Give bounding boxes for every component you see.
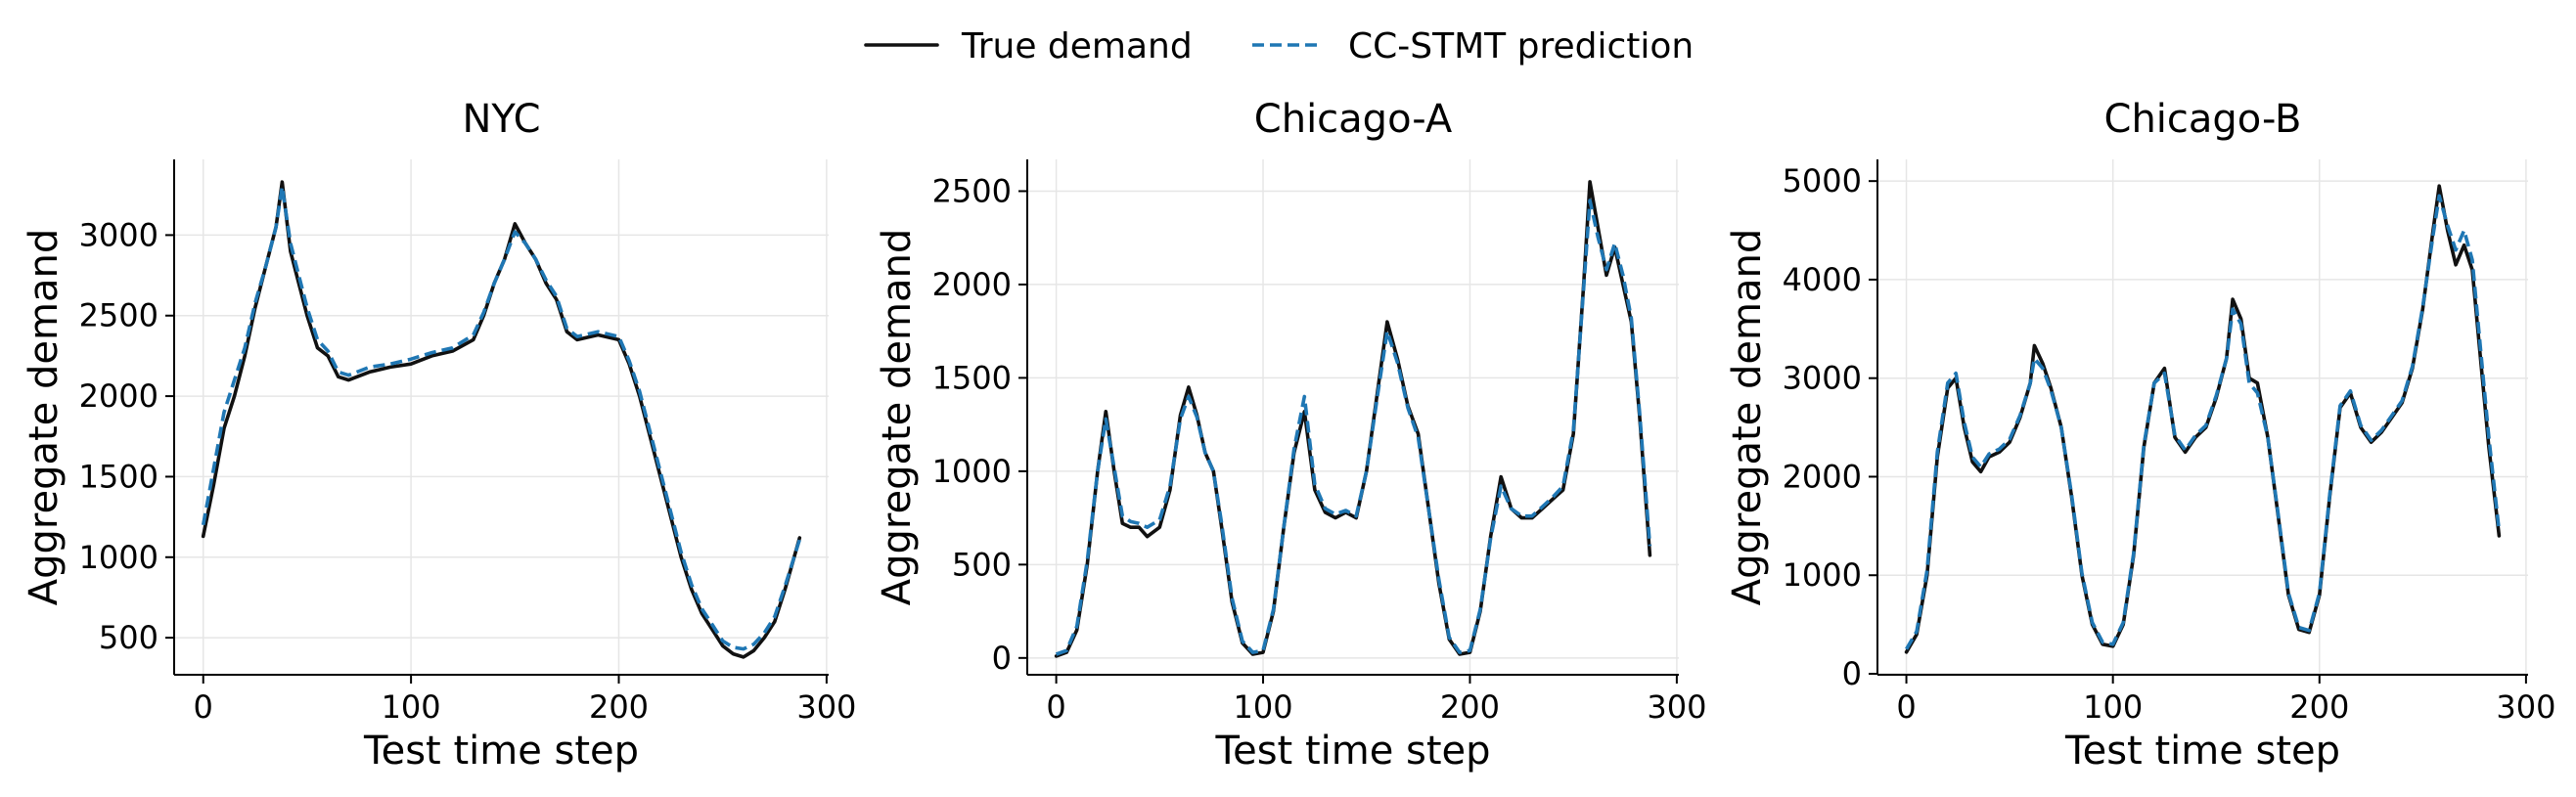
y-tick-label: 0 bbox=[992, 640, 1012, 677]
y-tick-label: 2500 bbox=[79, 297, 158, 334]
x-tick-label: 100 bbox=[382, 688, 441, 726]
x-axis-label: Test time step bbox=[363, 729, 639, 774]
chart-title: Chicago-B bbox=[2104, 97, 2302, 142]
y-tick-label: 500 bbox=[952, 546, 1012, 583]
chart-panel-2: 0 100 200 300 0 500 1000 1500 2000 2500 Chicago-A T… bbox=[875, 97, 1706, 774]
y-tick-label: 3000 bbox=[79, 216, 158, 253]
prediction-series-line bbox=[1905, 194, 2502, 650]
x-tick-label: 200 bbox=[1440, 688, 1500, 726]
true-demand-series-line bbox=[1904, 184, 2502, 654]
legend-pred-label: CC-STMT prediction bbox=[1348, 26, 1694, 66]
y-tick-label: 1000 bbox=[79, 539, 158, 576]
x-tick-label: 300 bbox=[796, 688, 856, 726]
true-demand-series-line bbox=[1054, 180, 1652, 658]
y-tick-label: 1000 bbox=[932, 453, 1012, 490]
y-tick-label: 1500 bbox=[79, 458, 158, 495]
y-tick-label: 4000 bbox=[1783, 261, 1862, 298]
y-axis-label: Aggregate demand bbox=[22, 229, 67, 605]
legend: True demand CC-STMT prediction bbox=[864, 26, 1694, 66]
x-tick-label: 300 bbox=[1647, 688, 1706, 726]
chart-panel-1: 0 100 200 300 500 1000 1500 2000 2500 3000 NYC Test… bbox=[22, 97, 856, 774]
legend-true-label: True demand bbox=[961, 26, 1193, 66]
x-tick-label: 0 bbox=[1046, 688, 1065, 726]
y-tick-label: 1500 bbox=[932, 359, 1012, 396]
x-axis-label: Test time step bbox=[2064, 729, 2340, 774]
panels: 0 100 200 30050010001500200025003000NYCTest… bbox=[22, 97, 2555, 774]
chart-title: Chicago-A bbox=[1254, 97, 1453, 142]
prediction-series-line bbox=[1055, 199, 1652, 656]
y-tick-label: 500 bbox=[99, 619, 158, 656]
x-axis-label: Test time step bbox=[1214, 729, 1490, 774]
x-tick-label: 200 bbox=[589, 688, 649, 726]
x-tick-label: 100 bbox=[1233, 688, 1292, 726]
true-demand-series-line bbox=[201, 180, 802, 659]
y-tick-label: 2000 bbox=[932, 266, 1012, 303]
y-tick-label: 0 bbox=[1842, 655, 1862, 692]
chart-title: NYC bbox=[462, 97, 540, 142]
y-tick-label: 2000 bbox=[1783, 458, 1862, 495]
x-tick-label: 100 bbox=[2083, 688, 2143, 726]
x-tick-label: 300 bbox=[2496, 688, 2555, 726]
y-tick-label: 5000 bbox=[1783, 162, 1862, 199]
chart-panel-3: 0 100 200 300010002000300040005000Chicago-B… bbox=[1725, 97, 2555, 774]
y-tick-label: 3000 bbox=[1783, 360, 1862, 397]
y-axis-label: Aggregate demand bbox=[875, 229, 920, 605]
y-axis-label: Aggregate demand bbox=[1725, 229, 1770, 605]
x-tick-label: 0 bbox=[194, 688, 213, 726]
y-tick-label: 2000 bbox=[79, 377, 158, 415]
x-tick-label: 0 bbox=[1896, 688, 1916, 726]
x-tick-label: 200 bbox=[2289, 688, 2349, 726]
prediction-series-line bbox=[201, 185, 802, 651]
y-tick-label: 1000 bbox=[1783, 556, 1862, 594]
y-tick-label: 2500 bbox=[932, 172, 1012, 209]
